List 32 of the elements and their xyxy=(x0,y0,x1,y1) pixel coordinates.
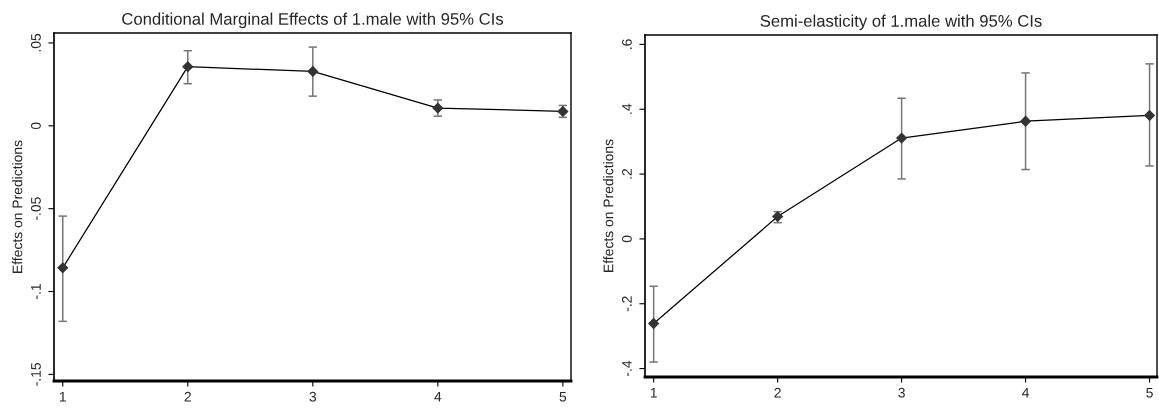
point xyxy=(307,66,319,77)
y-axis-title: Effects on Predictions xyxy=(12,140,23,273)
point xyxy=(896,132,908,144)
point xyxy=(1144,109,1155,121)
point xyxy=(1020,115,1032,127)
x-tick-label: 5 xyxy=(1146,387,1153,398)
y-tick-label: -.1 xyxy=(31,284,41,299)
point xyxy=(648,318,660,329)
x-tick-label: 1 xyxy=(59,391,66,402)
x-tick-label: 1 xyxy=(650,387,657,398)
y-tick-label: -.4 xyxy=(622,360,632,377)
x-tick-label: 2 xyxy=(184,391,191,402)
y-tick-label: .6 xyxy=(622,39,632,49)
chart-title: Semi-elasticity of 1.male with 95% CIs xyxy=(760,14,1042,31)
x-tick-label: 3 xyxy=(898,387,905,398)
y-tick-label: 0 xyxy=(622,235,632,243)
point xyxy=(182,61,194,73)
y-tick-label: -.2 xyxy=(622,296,632,312)
y-tick-label: -.05 xyxy=(31,197,41,221)
y-tick-label: .4 xyxy=(622,103,632,114)
y-tick-label: .2 xyxy=(622,168,632,179)
y-tick-label: -.15 xyxy=(31,362,41,386)
x-tick-label: 4 xyxy=(1022,387,1030,398)
y-tick-label: 0 xyxy=(31,122,41,130)
x-tick-label: 3 xyxy=(309,391,317,402)
chart-title: Conditional Marginal Effects of 1.male with 95% CIs xyxy=(122,12,504,29)
y-axis-title: Effects on Predictions xyxy=(603,139,614,272)
x-tick-label: 2 xyxy=(774,387,781,398)
point xyxy=(57,262,69,274)
y-tick-label: .05 xyxy=(31,33,41,52)
x-tick-label: 4 xyxy=(434,391,442,402)
x-tick-label: 5 xyxy=(559,391,567,402)
